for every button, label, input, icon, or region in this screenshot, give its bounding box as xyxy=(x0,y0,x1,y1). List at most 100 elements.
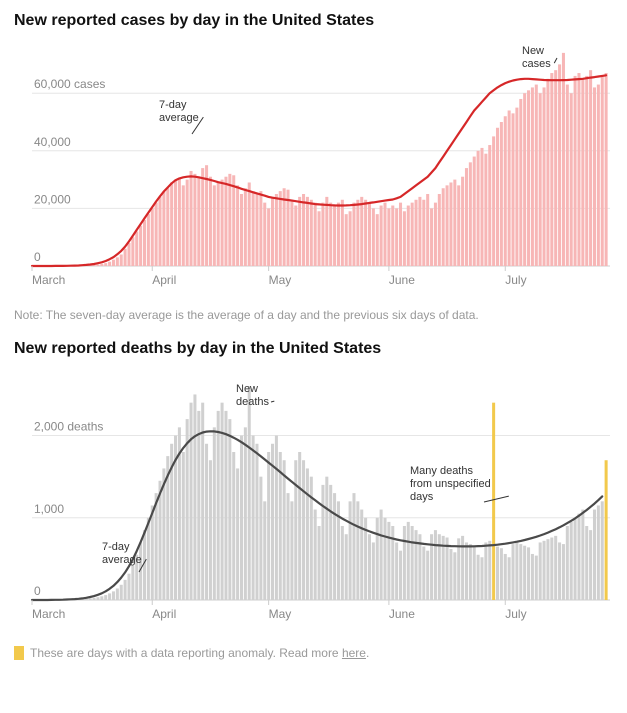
bar xyxy=(321,203,324,266)
bar xyxy=(294,460,297,600)
bar xyxy=(438,534,441,600)
x-tick-label: April xyxy=(152,273,176,287)
bar xyxy=(523,93,526,266)
bar xyxy=(329,485,332,600)
bar xyxy=(96,597,99,600)
bar xyxy=(415,530,418,600)
annotation-text: 7-day xyxy=(159,99,187,111)
bar xyxy=(500,548,503,600)
annotation-text: 7-day xyxy=(102,541,130,553)
bar xyxy=(147,214,150,266)
bar xyxy=(190,403,193,600)
bar xyxy=(601,501,604,600)
bar xyxy=(469,544,472,600)
bar xyxy=(562,53,565,266)
bar xyxy=(376,518,379,600)
bar xyxy=(546,539,549,600)
bar xyxy=(508,110,511,266)
bar xyxy=(453,180,456,266)
bar xyxy=(232,175,235,266)
bar xyxy=(267,208,270,266)
bar xyxy=(345,214,348,266)
annotation-text: average xyxy=(102,554,142,566)
bar xyxy=(321,485,324,600)
bar xyxy=(546,79,549,266)
bar xyxy=(422,200,425,266)
note-text-wrap: These are days with a data reporting ano… xyxy=(30,646,369,660)
bar xyxy=(519,544,522,600)
bar xyxy=(193,394,196,600)
bar xyxy=(430,208,433,266)
bar xyxy=(337,203,340,266)
bar xyxy=(275,194,278,266)
bar xyxy=(391,526,394,600)
bar xyxy=(356,501,359,600)
x-tick-label: July xyxy=(505,273,526,287)
bar xyxy=(104,595,107,600)
note-link[interactable]: here xyxy=(342,646,366,660)
bar xyxy=(465,542,468,600)
bar xyxy=(383,203,386,266)
annotation-tick xyxy=(484,496,509,502)
x-tick-label: May xyxy=(269,607,292,621)
chart-svg: 020,00040,00060,000 casesMarchAprilMayJu… xyxy=(14,36,612,296)
bar xyxy=(426,551,429,600)
bar xyxy=(217,182,220,266)
bar xyxy=(577,514,580,600)
note-text: These are days with a data reporting ano… xyxy=(30,646,342,660)
annotation-text: cases xyxy=(522,58,551,70)
x-tick-label: May xyxy=(269,273,292,287)
bar xyxy=(116,257,119,266)
bar xyxy=(127,243,130,266)
bar xyxy=(562,544,565,600)
bar xyxy=(240,436,243,600)
bar xyxy=(186,180,189,266)
bar xyxy=(209,460,212,600)
bar xyxy=(135,231,138,266)
bar xyxy=(566,526,569,600)
chart-plot: 020,00040,00060,000 casesMarchAprilMayJu… xyxy=(14,36,613,296)
x-tick-label: April xyxy=(152,607,176,621)
bar xyxy=(209,177,212,266)
bar xyxy=(290,501,293,600)
bar xyxy=(535,85,538,266)
bar xyxy=(446,185,449,266)
bar xyxy=(349,211,352,266)
bar xyxy=(387,208,390,266)
bar xyxy=(151,505,154,600)
bar xyxy=(96,265,99,266)
bar xyxy=(159,197,162,266)
bar xyxy=(112,260,115,266)
bar xyxy=(504,116,507,266)
bar xyxy=(539,542,542,600)
bar xyxy=(434,203,437,266)
bar xyxy=(294,206,297,266)
chart-svg: 01,0002,000 deathsMarchAprilMayJuneJuly7… xyxy=(14,364,612,634)
chart-note: Note: The seven-day average is the avera… xyxy=(14,308,613,322)
anomaly-swatch xyxy=(14,646,24,660)
bar xyxy=(473,157,476,266)
bar xyxy=(434,530,437,600)
bar xyxy=(124,580,127,600)
bar xyxy=(422,547,425,600)
bar xyxy=(570,522,573,600)
bar xyxy=(449,182,452,266)
bar xyxy=(325,197,328,266)
bar xyxy=(539,93,542,266)
bar xyxy=(283,460,286,600)
bar xyxy=(275,436,278,600)
annotation-text: New xyxy=(522,45,544,57)
bar xyxy=(147,518,150,600)
bar xyxy=(574,76,577,266)
bar xyxy=(155,493,158,600)
bar xyxy=(120,585,123,600)
bar xyxy=(558,64,561,266)
bar xyxy=(108,593,111,600)
chart-note: These are days with a data reporting ano… xyxy=(14,646,613,660)
bar xyxy=(333,206,336,266)
bar xyxy=(124,249,127,266)
bar xyxy=(372,542,375,600)
bar xyxy=(484,154,487,266)
bar xyxy=(271,197,274,266)
bar xyxy=(558,542,561,600)
